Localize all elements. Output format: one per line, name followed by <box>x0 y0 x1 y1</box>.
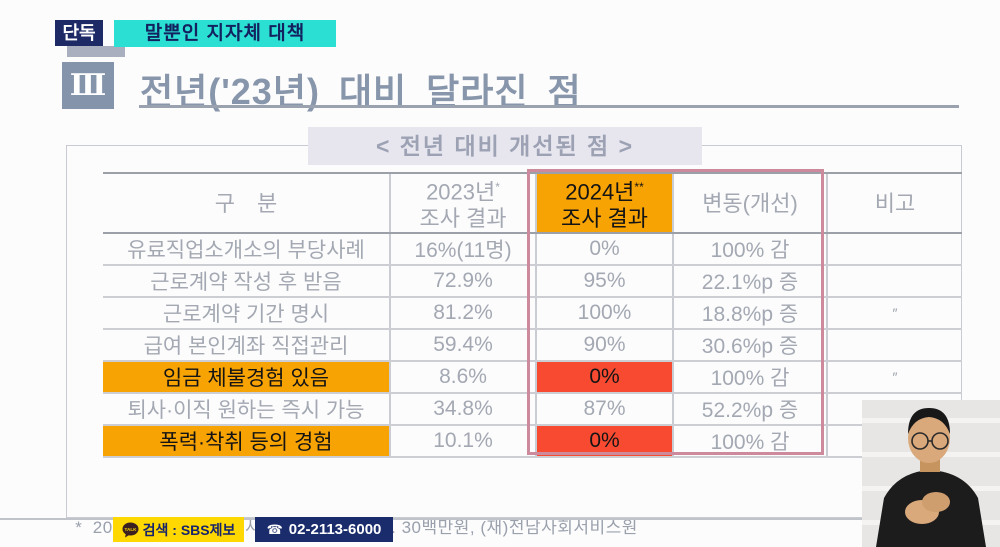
cell-2023: 72.9% <box>389 265 536 299</box>
header-change: 변동(개선) <box>672 171 827 235</box>
header-2024: 2024년** 조사 결과 <box>535 171 673 235</box>
table-row: 유료직업소개소의 부당사례 16%(11명) 0% 100% 감 <box>103 233 962 267</box>
cell-category: 급여 본인계좌 직접관리 <box>103 329 390 363</box>
kakao-search-badge: TALK 검색 : SBS제보 <box>113 517 244 542</box>
cell-2023: 34.8% <box>389 393 536 427</box>
cell-category: 유료직업소개소의 부당사례 <box>103 233 390 267</box>
cell-change: 100% 감 <box>672 425 827 459</box>
cell-category: 퇴사·이직 원하는 즉시 가능 <box>103 393 390 427</box>
cell-2023: 8.6% <box>389 361 536 395</box>
table-row: 퇴사·이직 원하는 즉시 가능 34.8% 87% 52.2%p 증 <box>103 393 962 427</box>
cell-category: 폭력·착취 등의 경험 <box>103 425 390 459</box>
cell-2024: 0% <box>535 233 673 267</box>
cell-2023: 81.2% <box>389 297 536 331</box>
cell-category: 근로계약 작성 후 받음 <box>103 265 390 299</box>
cell-note: ″ <box>826 361 962 395</box>
table-row: 근로계약 기간 명시 81.2% 100% 18.8%p 증 ″ <box>103 297 962 331</box>
cell-change: 52.2%p 증 <box>672 393 827 427</box>
header-2023-year: 2023년 <box>426 179 496 205</box>
table-row: 근로계약 작성 후 받음 72.9% 95% 22.1%p 증 <box>103 265 962 299</box>
header-2024-line2: 조사 결과 <box>560 206 649 232</box>
header-category: 구 분 <box>103 171 390 235</box>
cell-change: 100% 감 <box>672 361 827 395</box>
cell-change: 30.6%p 증 <box>672 329 827 363</box>
table-header-row: 구 분 2023년* 조사 결과 2024년** 조사 결과 변동(개선) 비고 <box>103 171 962 235</box>
cell-change: 100% 감 <box>672 233 827 267</box>
table-subtitle: < 전년 대비 개선된 점 > <box>308 127 702 165</box>
kakaotalk-icon: TALK <box>122 522 139 537</box>
badge-shadow <box>67 46 125 57</box>
svg-text:TALK: TALK <box>124 527 137 532</box>
cell-category: 임금 체불경험 있음 <box>103 361 390 395</box>
cell-2024: 87% <box>535 393 673 427</box>
exclusive-badge: 단독 <box>55 20 103 46</box>
cell-2024: 0% <box>535 425 673 459</box>
cell-2024: 100% <box>535 297 673 331</box>
kakao-search-label: 검색 : SBS제보 <box>142 521 236 538</box>
cell-2023: 10.1% <box>389 425 536 459</box>
sign-language-interpreter <box>862 400 1000 547</box>
cell-2024: 90% <box>535 329 673 363</box>
cell-note <box>826 233 962 267</box>
header-2024-mark: ** <box>634 180 644 194</box>
cell-2024: 95% <box>535 265 673 299</box>
header-2023: 2023년* 조사 결과 <box>389 171 536 235</box>
section-numeral: Ⅲ <box>62 62 114 109</box>
cell-2023: 59.4% <box>389 329 536 363</box>
phone-icon: ☎ <box>266 522 283 537</box>
cell-2023: 16%(11명) <box>389 233 536 267</box>
title-underline <box>139 105 959 108</box>
header-note: 비고 <box>826 171 962 235</box>
footer-divider <box>0 518 1000 520</box>
topic-badge: 말뿐인 지자체 대책 <box>114 20 336 47</box>
phone-badge: ☎ 02-2113-6000 <box>255 517 393 542</box>
phone-number: 02-2113-6000 <box>288 521 382 538</box>
header-2023-mark: * <box>495 180 500 194</box>
header-2024-year: 2024년 <box>565 179 635 205</box>
cell-category: 근로계약 기간 명시 <box>103 297 390 331</box>
header-2023-line2: 조사 결과 <box>419 206 507 232</box>
table-row: 폭력·착취 등의 경험 10.1% 0% 100% 감 <box>103 425 962 459</box>
cell-note <box>826 265 962 299</box>
cell-change: 22.1%p 증 <box>672 265 827 299</box>
survey-table: 구 분 2023년* 조사 결과 2024년** 조사 결과 변동(개선) 비고 유… <box>103 171 962 459</box>
cell-2024: 0% <box>535 361 673 395</box>
cell-note <box>826 329 962 363</box>
table-row: 급여 본인계좌 직접관리 59.4% 90% 30.6%p 증 <box>103 329 962 363</box>
table-row: 임금 체불경험 있음 8.6% 0% 100% 감 ″ <box>103 361 962 395</box>
table-body: 유료직업소개소의 부당사례 16%(11명) 0% 100% 감 근로계약 작성 후 받… <box>103 233 962 459</box>
cell-change: 18.8%p 증 <box>672 297 827 331</box>
cell-note: ″ <box>826 297 962 331</box>
